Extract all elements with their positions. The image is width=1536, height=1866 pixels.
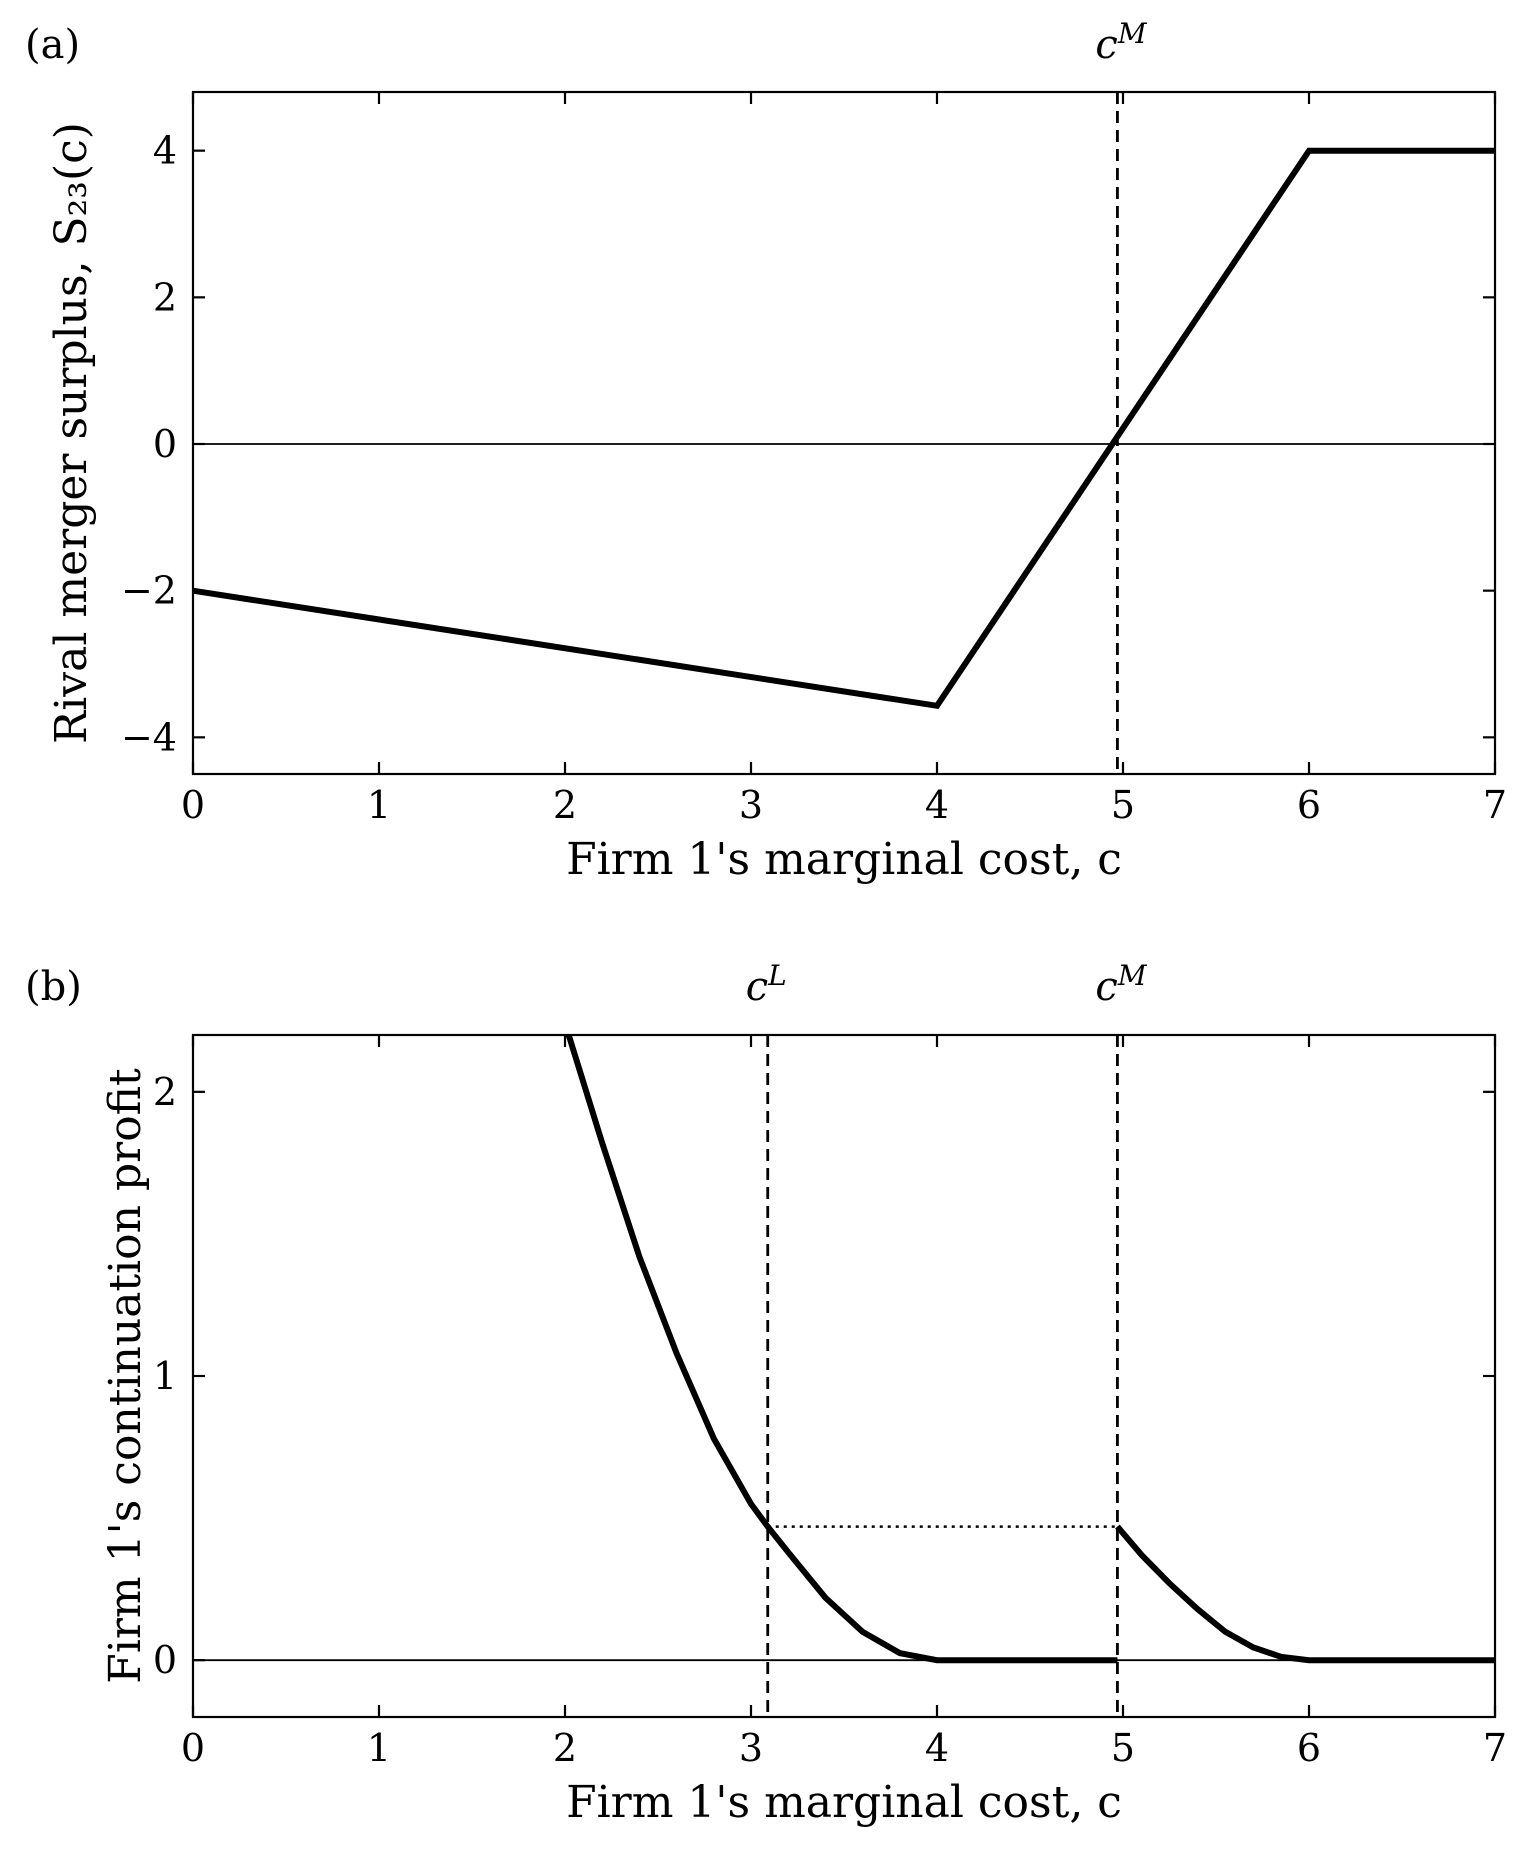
x-tick-label: 6 — [1297, 783, 1321, 827]
x-tick-label: 6 — [1297, 1726, 1321, 1770]
threshold-label-cM: cM — [1095, 959, 1147, 1010]
y-tick-label: −4 — [121, 715, 177, 759]
threshold-label-superscript: M — [1117, 959, 1148, 992]
x-tick-label: 0 — [181, 1726, 205, 1770]
series-line-2 — [1115, 1524, 1495, 1664]
threshold-label-superscript: M — [1117, 17, 1148, 50]
threshold-label-base: c — [1095, 964, 1117, 1010]
threshold-label-cM: cM — [1095, 17, 1147, 68]
y-axis-label: Firm 1's continuation profit — [100, 1068, 151, 1684]
x-tick-label: 7 — [1483, 783, 1507, 827]
x-tick-label: 5 — [1111, 783, 1135, 827]
x-tick-label: 2 — [553, 783, 577, 827]
x-tick-label: 7 — [1483, 1726, 1507, 1770]
threshold-label-base: c — [1095, 22, 1117, 68]
x-tick-label: 5 — [1111, 1726, 1135, 1770]
x-axis-label: Firm 1's marginal cost, c — [566, 834, 1122, 885]
x-tick-label: 1 — [367, 1726, 391, 1770]
series-line-1 — [565, 1034, 1118, 1664]
x-tick-label: 0 — [181, 783, 205, 827]
y-tick-label: 2 — [153, 275, 177, 319]
x-tick-label: 3 — [739, 783, 763, 827]
x-tick-label: 4 — [925, 783, 949, 827]
y-tick-label: 0 — [153, 422, 177, 466]
threshold-label-base: c — [746, 964, 768, 1010]
y-tick-label: 0 — [153, 1638, 177, 1682]
x-tick-label: 2 — [553, 1726, 577, 1770]
x-tick-label: 4 — [925, 1726, 949, 1770]
panel-label: (a) — [25, 22, 80, 68]
x-axis-label: Firm 1's marginal cost, c — [566, 1777, 1122, 1828]
y-tick-label: 1 — [153, 1354, 177, 1398]
y-tick-label: 2 — [153, 1070, 177, 1114]
panel-label: (b) — [25, 964, 82, 1010]
y-tick-label: −2 — [121, 569, 177, 613]
x-tick-label: 3 — [739, 1726, 763, 1770]
axes-frame — [191, 90, 1497, 776]
y-tick-label: 4 — [153, 129, 177, 173]
series-line-1 — [192, 147, 1495, 710]
threshold-label-superscript: L — [767, 959, 787, 992]
panel-a: (a) cM 0 1 2 3 4 5 6 7 −4 −2 0 2 4 Firm 1's marginal co… — [25, 17, 1507, 885]
threshold-label-cL: cL — [746, 959, 787, 1010]
x-tick-label: 1 — [367, 783, 391, 827]
y-axis-label: Rival merger surplus, S₂₃(c) — [46, 122, 97, 744]
